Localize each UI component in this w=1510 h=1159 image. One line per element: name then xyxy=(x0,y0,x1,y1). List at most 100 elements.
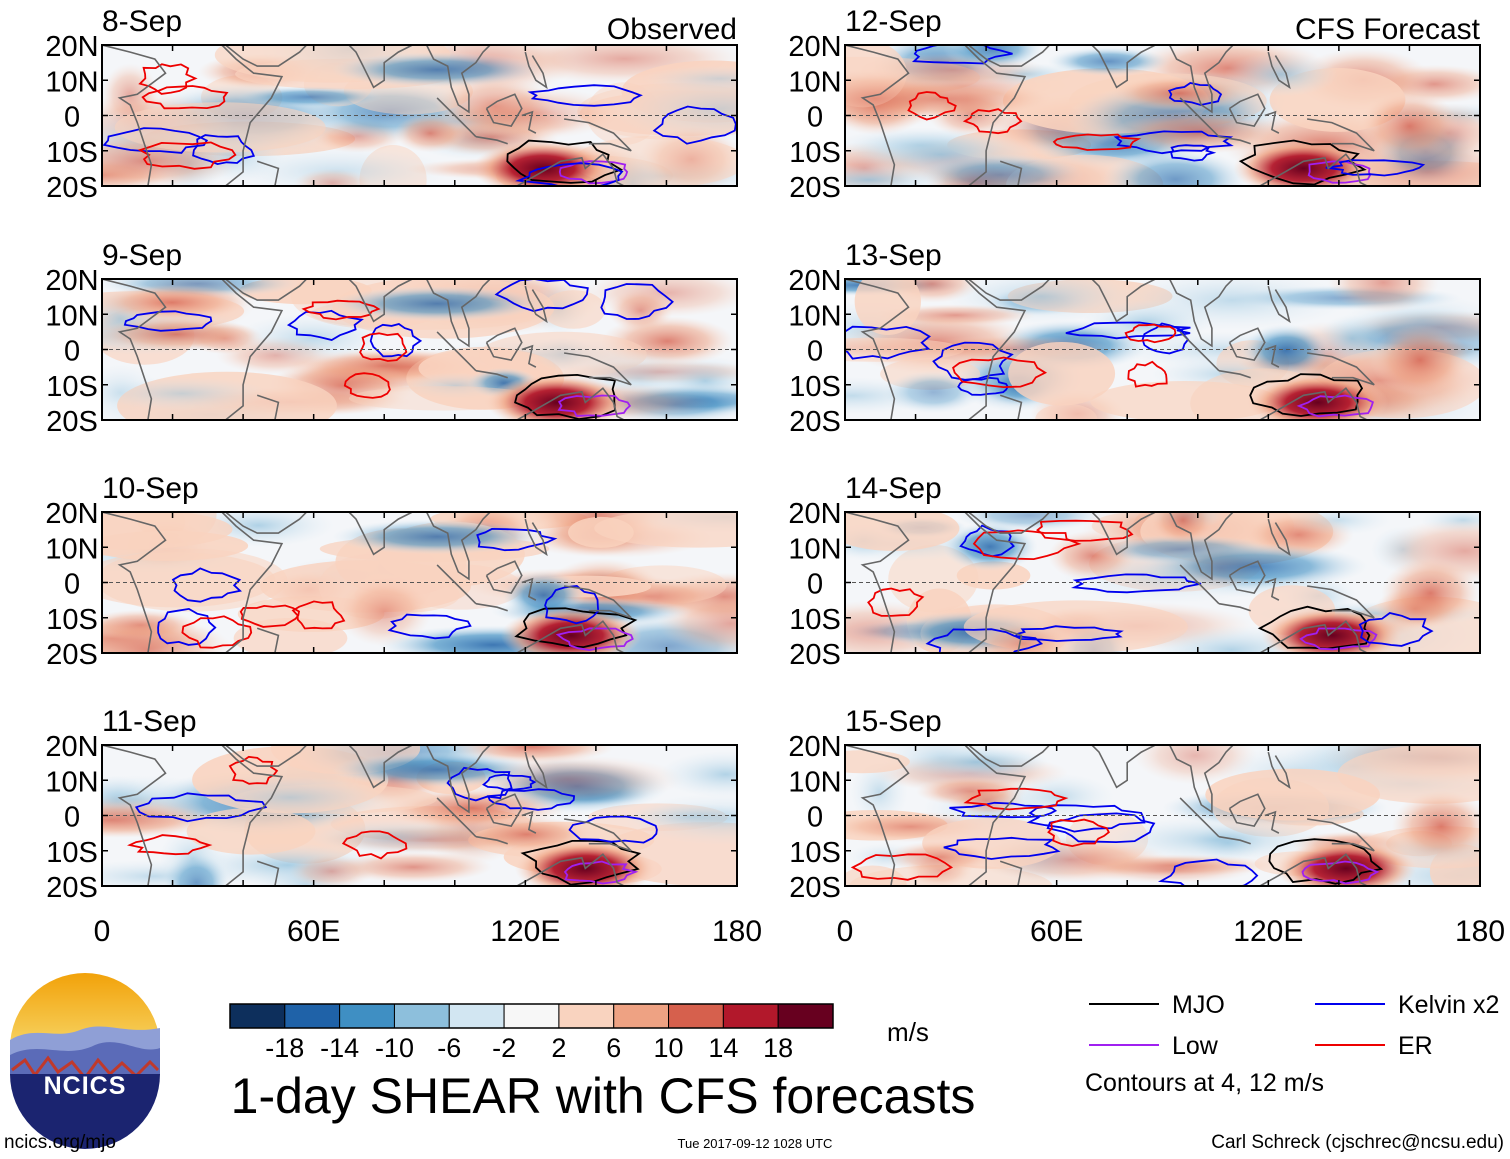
kelvin-contour xyxy=(1026,804,1146,833)
y-tick-label: 10N xyxy=(788,533,841,565)
coastline xyxy=(967,279,1051,301)
panel-date-label: 13-Sep xyxy=(845,239,942,272)
y-tick-label: 10N xyxy=(788,766,841,798)
strong-negative-anomaly xyxy=(331,519,543,555)
coastline xyxy=(207,279,284,420)
colorbar-tick-label: 2 xyxy=(551,1033,566,1063)
panel-date-label: 9-Sep xyxy=(102,239,182,272)
panel-date-label: 12-Sep xyxy=(845,5,942,38)
y-tick-label: 0 xyxy=(807,802,823,834)
footer-credit: Carl Schreck (cjschrec@ncsu.edu) xyxy=(1211,1132,1504,1153)
cfs-forecast-label: CFS Forecast xyxy=(1295,13,1481,46)
y-tick-label: 0 xyxy=(64,336,80,368)
y-tick-label: 10S xyxy=(46,137,98,169)
shear-anomaly-patch xyxy=(401,372,509,399)
shear-anomaly-patch xyxy=(1240,323,1332,377)
coastline xyxy=(515,153,625,186)
contour-note: Contours at 4, 12 m/s xyxy=(1085,1069,1324,1097)
shear-anomaly-patch xyxy=(1084,856,1257,884)
coastline xyxy=(1258,387,1368,420)
coastline xyxy=(224,745,308,767)
y-tick-label: 0 xyxy=(64,802,80,834)
er-contour xyxy=(137,141,237,170)
y-tick-label: 20S xyxy=(46,639,98,671)
colorbar-tick-label: -2 xyxy=(492,1033,516,1063)
colorbar-tick-label: 10 xyxy=(654,1033,684,1063)
ncics-logo: NCICS xyxy=(10,973,160,1149)
er-contour xyxy=(343,372,391,399)
coastline xyxy=(1218,369,1251,379)
coastline xyxy=(950,745,1027,886)
coastline xyxy=(1264,810,1280,834)
colorbar-swatch xyxy=(722,1003,779,1029)
shear-anomaly-patch xyxy=(1110,75,1248,111)
er-contour xyxy=(962,108,1023,135)
coastline xyxy=(256,394,280,420)
coastline xyxy=(563,585,632,619)
coastline xyxy=(515,387,625,420)
shear-anomaly-patch xyxy=(1316,314,1388,363)
coastline xyxy=(1258,620,1368,653)
y-tick-label: 10S xyxy=(789,837,841,869)
y-tick-label: 20N xyxy=(45,265,98,297)
coastline xyxy=(224,45,308,67)
kelvin-contour xyxy=(1157,858,1259,886)
coastline xyxy=(1274,279,1276,280)
shear-anomaly-patch xyxy=(334,851,493,883)
x-tick-label: 60E xyxy=(287,915,340,948)
coastline xyxy=(1179,97,1220,138)
kelvin-contour xyxy=(949,801,1058,819)
shear-anomaly-patch xyxy=(102,552,276,608)
shear-anomaly-patch xyxy=(102,284,249,321)
coastline xyxy=(475,135,508,145)
y-tick-label: 20S xyxy=(789,172,841,204)
coastline xyxy=(967,45,1051,67)
mjo-contour xyxy=(514,607,638,649)
coastline xyxy=(563,352,632,386)
coastline xyxy=(524,51,548,90)
y-tick-label: 20N xyxy=(45,731,98,763)
colorbar-swatch xyxy=(503,1003,560,1029)
observed-label: Observed xyxy=(607,13,737,46)
y-tick-label: 10N xyxy=(45,766,98,798)
coastline xyxy=(521,110,537,134)
coastline xyxy=(524,285,548,324)
er-contour xyxy=(1036,519,1134,542)
er-contour xyxy=(291,600,346,630)
mjo-contour xyxy=(506,139,624,184)
shear-anomaly-patch xyxy=(102,376,270,411)
coastline xyxy=(1168,745,1234,814)
shear-anomaly-patch xyxy=(102,512,233,550)
coastline xyxy=(845,45,910,186)
coastline xyxy=(425,279,491,348)
coastline xyxy=(967,745,1051,767)
coastline xyxy=(1258,853,1368,886)
shear-anomaly-patch xyxy=(854,279,921,336)
y-tick-label: 20N xyxy=(45,31,98,63)
coastline xyxy=(1264,577,1280,601)
kelvin-contour xyxy=(102,127,209,154)
colorbar-tick-label: -18 xyxy=(265,1033,304,1063)
coastline xyxy=(485,793,523,827)
colorbar-swatch xyxy=(613,1003,670,1029)
shear-anomaly-patch xyxy=(1150,512,1216,545)
y-tick-label: 10S xyxy=(46,604,98,636)
panel-date-label: 10-Sep xyxy=(102,472,199,505)
coastline xyxy=(999,160,1023,186)
footer-url[interactable]: ncics.org/mjo xyxy=(4,1132,116,1153)
shear-anomaly-patch xyxy=(293,168,372,186)
shear-anomaly-patch xyxy=(289,854,375,886)
colorbar-swatch xyxy=(448,1003,505,1029)
kelvin-contour xyxy=(845,325,931,360)
shear-anomaly-patch xyxy=(608,288,673,333)
coastline xyxy=(1179,331,1220,372)
x-tick-label: 60E xyxy=(1030,915,1083,948)
y-tick-label: 0 xyxy=(807,569,823,601)
er-contour xyxy=(952,356,1048,389)
shear-anomaly-patch xyxy=(450,87,623,140)
coastline xyxy=(1267,51,1291,90)
low-contour xyxy=(557,394,632,417)
